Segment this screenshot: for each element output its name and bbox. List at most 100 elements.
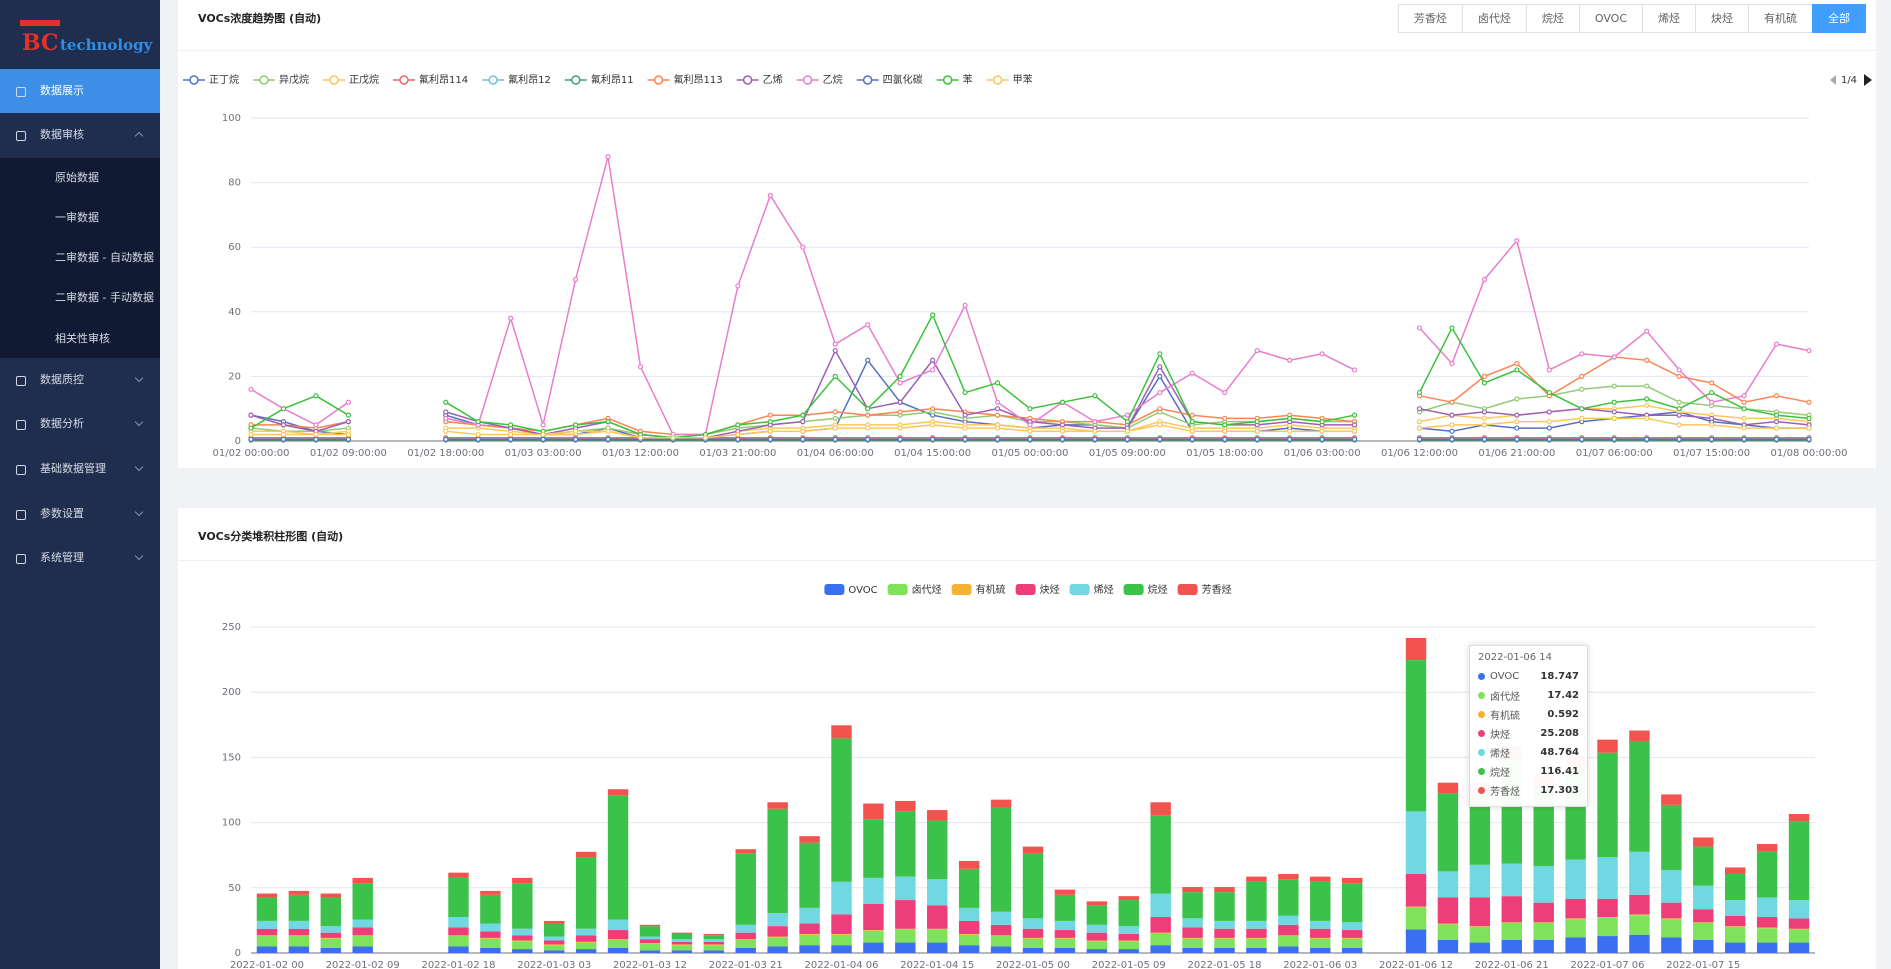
filter-button[interactable]: 有机硫	[1748, 4, 1813, 33]
bar-segment	[735, 939, 756, 948]
menu-item[interactable]: 数据质控	[0, 358, 160, 402]
x-tick-label: 01/04 15:00:00	[894, 448, 971, 459]
data-point	[1027, 406, 1033, 412]
data-point	[313, 436, 319, 442]
filter-button[interactable]: 炔烃	[1695, 4, 1749, 33]
tooltip-row: 卤代烃 17.42	[1478, 686, 1579, 705]
legend-item[interactable]: OVOC	[824, 584, 878, 596]
filter-button[interactable]: 全部	[1812, 4, 1866, 33]
data-point	[1644, 383, 1650, 389]
filter-button[interactable]: 烷烃	[1525, 4, 1580, 33]
bar-segment	[799, 842, 820, 908]
bar-segment	[1214, 938, 1235, 948]
menu-item[interactable]: 基础数据管理	[0, 447, 160, 491]
legend-item[interactable]: 有机硫	[951, 583, 1006, 596]
menu-item[interactable]: 数据审核	[0, 113, 160, 157]
data-point	[1611, 354, 1617, 360]
legend-item[interactable]: 氟利昂113	[647, 73, 723, 86]
legend-item[interactable]: 正戊烷	[323, 73, 379, 86]
submenu-item[interactable]: 一审数据	[55, 211, 99, 224]
tooltip-name: 芳香烃	[1490, 787, 1520, 798]
bar-segment	[575, 949, 597, 953]
legend-prev[interactable]	[1830, 75, 1836, 85]
legend-item[interactable]: 异戊烷	[253, 73, 309, 86]
y-tick-label: 40	[228, 307, 241, 318]
legend-next[interactable]	[1864, 74, 1872, 86]
bar-segment	[927, 929, 948, 943]
sidebar: BC technology 数据展示 数据审核 原始数据 一审数据 二审数据 -…	[0, 0, 160, 969]
bar-segment	[1756, 928, 1778, 943]
bar-segment	[480, 931, 501, 938]
legend-item[interactable]: 炔烃	[1015, 583, 1060, 596]
data-point	[1449, 422, 1455, 428]
legend-item[interactable]: 苯	[936, 73, 973, 86]
bar-chart: 0 50 100 150 200 250 2022-01-02 00 2022-01-02 0…	[222, 583, 1815, 969]
legend-item[interactable]: 氟利昂11	[564, 73, 634, 86]
x-tick-label: 01/07 06:00:00	[1576, 448, 1653, 459]
tooltip-dot	[1478, 730, 1485, 737]
submenu-item[interactable]: 二审数据 - 手动数据	[55, 291, 154, 304]
legend-item[interactable]: 四氯化碳	[856, 73, 923, 86]
legend-item[interactable]: 卤代烃	[887, 583, 942, 596]
bar-segment	[1150, 945, 1171, 953]
legend-label: 四氯化碳	[883, 73, 923, 86]
legend-item[interactable]: 烯烃	[1069, 583, 1114, 596]
bar-segment	[703, 950, 725, 953]
bar-segment	[1278, 915, 1299, 925]
submenu-item[interactable]: 相关性审核	[55, 332, 110, 345]
legend-icon	[1069, 584, 1090, 595]
x-tick-label: 2022-01-07 06	[1571, 960, 1645, 969]
bar-segment	[1310, 947, 1331, 953]
legend-item[interactable]: 乙烷	[796, 73, 843, 86]
legend-item[interactable]: 乙烯	[736, 73, 783, 86]
bar-segment	[1788, 813, 1810, 822]
legend-item[interactable]: 烷烃	[1123, 583, 1168, 596]
data-point	[1676, 406, 1682, 412]
legend-icon	[862, 75, 873, 85]
menu-item[interactable]: 系统管理	[0, 536, 160, 580]
bar-segment	[735, 924, 756, 933]
data-point	[832, 436, 838, 442]
data-point	[1254, 347, 1260, 354]
bar-segment	[767, 808, 788, 914]
bar-segment	[1756, 942, 1778, 953]
bar-segment	[1788, 900, 1810, 919]
legend-item[interactable]: 氟利昂114	[393, 73, 468, 86]
bar-segment	[1501, 939, 1522, 953]
menu-item[interactable]: 参数设置	[0, 492, 160, 536]
legend-item[interactable]: 芳香烃	[1177, 583, 1232, 596]
bar-segment	[895, 811, 916, 877]
bar-segment	[735, 932, 756, 940]
submenu-item[interactable]: 原始数据	[55, 171, 99, 184]
y-tick-label: 60	[228, 242, 241, 253]
menu-item[interactable]: 数据分析	[0, 402, 160, 446]
data-point	[1481, 373, 1488, 379]
bar-segment	[831, 738, 852, 882]
bar-segment	[1214, 892, 1235, 921]
submenu-item[interactable]: 二审数据 - 自动数据	[55, 251, 154, 264]
bar-segment	[639, 950, 661, 953]
legend-item[interactable]: 甲苯	[986, 73, 1033, 86]
legend-icon	[824, 584, 845, 595]
data-point	[735, 422, 741, 428]
bar-segment	[575, 935, 597, 942]
bar-segment	[1054, 938, 1076, 948]
legend-label: 正戊烷	[349, 73, 379, 86]
menu-item[interactable]: 数据展示	[0, 69, 160, 113]
data-point	[345, 436, 351, 442]
data-point	[800, 428, 806, 434]
bar-segment	[735, 853, 756, 925]
filter-button[interactable]: 烯烃	[1642, 4, 1696, 33]
data-point	[832, 341, 838, 347]
bar-segment	[1405, 660, 1427, 812]
filter-button[interactable]: OVOC	[1578, 4, 1643, 33]
bar-segment	[1629, 894, 1650, 915]
legend-item[interactable]: 正丁烷	[183, 73, 239, 86]
data-point	[1449, 436, 1455, 442]
data-point	[1806, 399, 1812, 405]
legend-icon	[942, 75, 953, 85]
data-point	[1319, 436, 1325, 442]
legend-item[interactable]: 氟利昂12	[482, 73, 551, 86]
data-point	[1676, 367, 1682, 373]
bar-segment	[352, 927, 373, 936]
